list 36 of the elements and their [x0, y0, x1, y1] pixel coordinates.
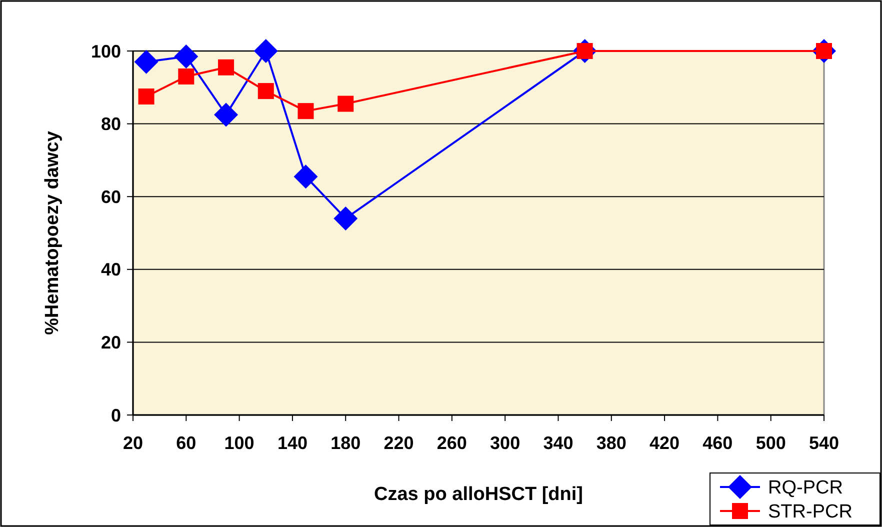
- point: [178, 68, 194, 84]
- y-tick-label: 0: [110, 405, 121, 426]
- x-tick-label: 500: [756, 433, 786, 453]
- x-tick-label: 300: [490, 433, 520, 453]
- y-tick-label: 60: [100, 186, 121, 207]
- legend-label: STR-PCR: [768, 502, 852, 523]
- x-tick-label: 460: [702, 433, 733, 453]
- point: [134, 50, 158, 74]
- x-axis-title: Czas po alloHSCT [dni]: [374, 484, 583, 505]
- x-tick-label: 540: [808, 433, 840, 453]
- point: [214, 102, 238, 127]
- point: [294, 164, 318, 189]
- x-tick-label: 20: [122, 433, 144, 453]
- y-axis-title: %Hematopoezy dawcy: [42, 130, 63, 335]
- point: [334, 206, 358, 230]
- y-tick-label: 20: [100, 332, 121, 352]
- y-tick-label: 100: [90, 41, 121, 62]
- point: [138, 88, 154, 104]
- point: [174, 44, 198, 68]
- x-tick-label: 380: [596, 433, 626, 453]
- x-tick-label: 100: [224, 433, 254, 453]
- x-tick-label: 340: [543, 433, 574, 453]
- x-tick-label: 140: [277, 433, 308, 453]
- x-tick-label: 260: [436, 433, 467, 453]
- legend-label: RQ-PCR: [768, 478, 843, 499]
- y-tick-label: 80: [100, 114, 121, 134]
- x-tick-label: 180: [330, 433, 361, 453]
- point: [254, 39, 278, 63]
- x-tick-label: 420: [650, 433, 680, 453]
- x-tick-label: 60: [176, 433, 196, 453]
- y-tick-label: 40: [100, 260, 121, 280]
- point: [218, 59, 234, 76]
- point: [258, 83, 274, 100]
- point: [338, 96, 354, 112]
- x-tick-label: 220: [384, 433, 414, 453]
- point: [298, 103, 314, 120]
